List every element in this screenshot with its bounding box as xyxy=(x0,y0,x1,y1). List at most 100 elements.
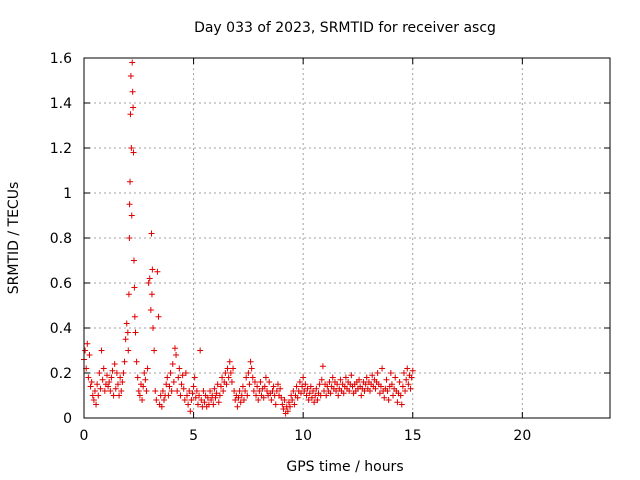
data-point xyxy=(126,201,133,208)
data-point xyxy=(223,381,230,388)
data-point xyxy=(405,381,412,388)
data-point xyxy=(119,379,126,385)
data-point xyxy=(307,383,314,390)
data-point xyxy=(348,372,355,379)
data-point xyxy=(136,392,143,399)
y-axis-label: SRMTID / TECUs xyxy=(6,182,22,295)
data-point xyxy=(314,397,321,403)
data-point xyxy=(277,385,284,392)
data-point xyxy=(323,392,330,399)
data-point xyxy=(190,383,197,390)
data-point xyxy=(402,388,409,394)
data-point xyxy=(254,383,261,390)
data-point xyxy=(262,374,269,381)
data-point xyxy=(193,388,200,394)
data-point xyxy=(176,365,183,372)
data-point xyxy=(86,352,93,358)
data-point xyxy=(134,374,141,381)
data-point xyxy=(141,370,148,376)
data-point xyxy=(246,381,253,388)
data-point xyxy=(130,104,137,111)
data-point xyxy=(225,374,232,381)
data-point xyxy=(394,399,401,406)
data-point xyxy=(123,320,130,327)
data-point xyxy=(97,385,104,392)
data-point xyxy=(105,383,112,390)
data-point xyxy=(200,388,207,394)
data-point xyxy=(240,397,247,403)
data-point xyxy=(274,381,281,388)
x-tick-label: 10 xyxy=(294,428,312,444)
data-point xyxy=(367,388,374,394)
y-tick-label: 0.4 xyxy=(50,321,72,337)
data-point xyxy=(111,361,118,367)
data-point xyxy=(236,388,243,394)
data-point xyxy=(96,370,103,376)
data-point xyxy=(201,399,208,406)
data-point xyxy=(266,379,273,385)
data-point xyxy=(109,367,116,374)
data-point xyxy=(166,383,173,390)
data-point xyxy=(181,397,188,403)
data-point xyxy=(317,392,324,399)
data-point xyxy=(356,376,363,383)
data-point xyxy=(91,388,98,394)
data-point xyxy=(196,392,203,399)
data-point xyxy=(146,275,153,282)
data-point xyxy=(127,111,134,118)
y-tick-label: 0.6 xyxy=(50,276,72,292)
data-point xyxy=(124,329,131,336)
data-point xyxy=(129,88,136,95)
data-point xyxy=(182,370,189,376)
data-point xyxy=(120,370,127,376)
data-point xyxy=(247,358,254,365)
data-point xyxy=(210,401,217,408)
data-point xyxy=(264,388,271,394)
data-point xyxy=(376,390,383,397)
data-point xyxy=(284,408,291,415)
data-point xyxy=(232,397,239,403)
data-point xyxy=(268,397,275,403)
data-point xyxy=(152,388,159,394)
data-point xyxy=(82,347,89,354)
data-point xyxy=(106,379,113,385)
data-point xyxy=(304,385,311,392)
data-point xyxy=(169,361,176,367)
data-point xyxy=(253,392,260,399)
y-tick-label: 0 xyxy=(63,411,72,427)
data-point xyxy=(407,385,414,392)
data-point xyxy=(294,394,301,401)
data-point xyxy=(399,383,406,390)
data-point xyxy=(251,379,258,385)
data-point xyxy=(239,383,246,390)
data-point xyxy=(300,374,307,381)
data-point xyxy=(187,408,194,415)
data-point xyxy=(207,388,214,394)
data-point xyxy=(237,399,244,406)
data-point xyxy=(231,388,238,394)
data-point xyxy=(131,313,138,320)
data-point xyxy=(272,401,279,408)
data-point xyxy=(227,370,234,376)
data-point xyxy=(273,388,280,394)
data-point xyxy=(334,381,341,388)
data-point xyxy=(167,370,174,376)
data-point xyxy=(219,374,226,381)
data-point xyxy=(326,379,333,385)
data-point xyxy=(279,401,286,408)
data-point xyxy=(234,403,241,410)
data-point xyxy=(101,388,108,394)
y-tick-label: 1 xyxy=(63,186,72,202)
grid-lines xyxy=(84,58,610,418)
data-point xyxy=(316,381,323,388)
data-point xyxy=(397,392,404,399)
data-point xyxy=(132,329,139,336)
data-point xyxy=(372,385,379,392)
data-point xyxy=(216,392,223,399)
y-tick-label: 0.2 xyxy=(50,366,72,382)
data-point xyxy=(257,379,264,385)
data-point xyxy=(318,376,325,383)
data-point xyxy=(140,383,147,390)
data-point xyxy=(228,379,235,385)
